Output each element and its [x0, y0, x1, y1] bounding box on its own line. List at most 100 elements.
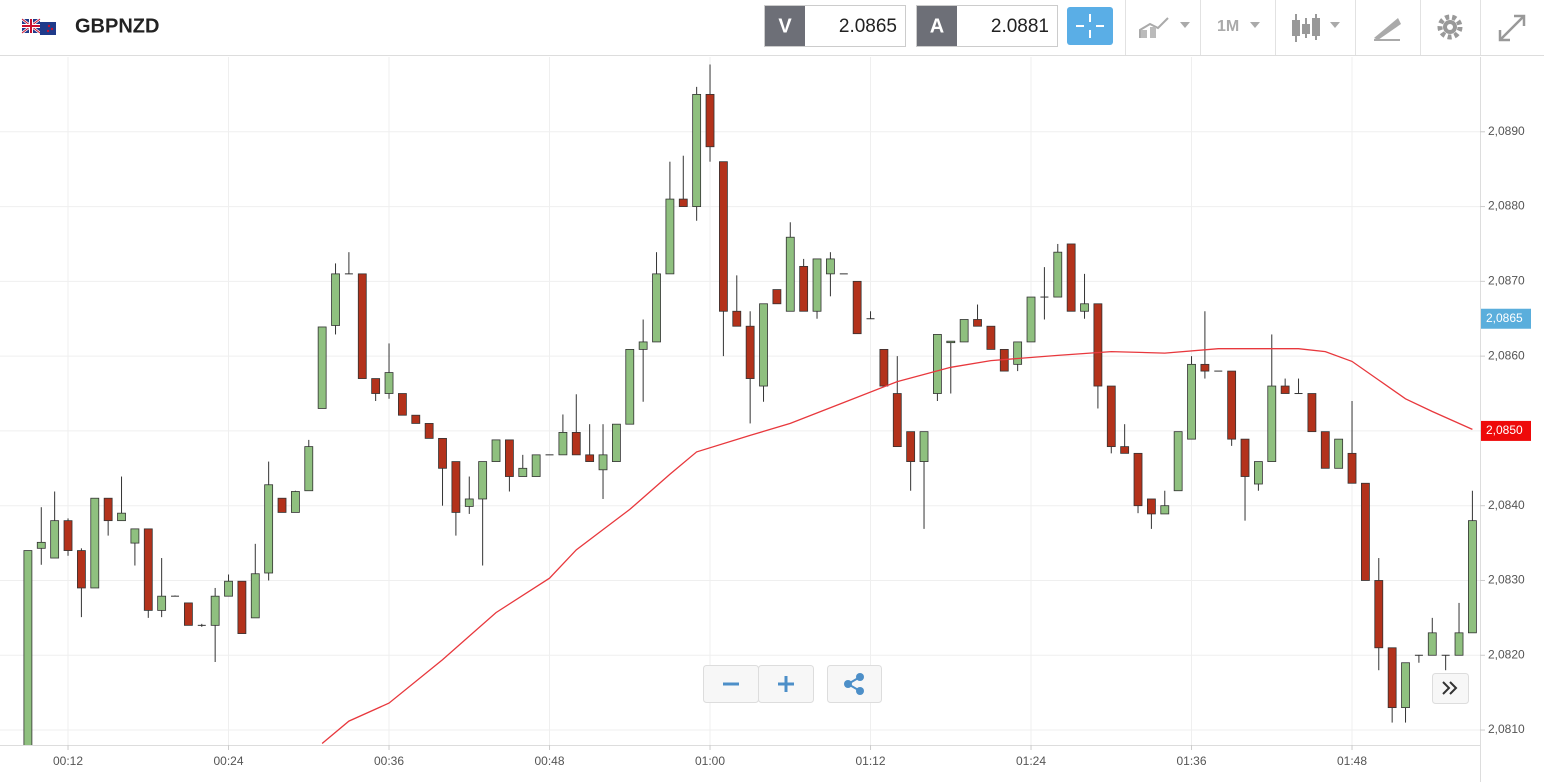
buy-price[interactable]: 2.0881 — [991, 16, 1049, 37]
candle — [1106, 385, 1116, 454]
candle — [117, 476, 126, 522]
candle-body — [719, 161, 728, 312]
scroll-right-button[interactable] — [1432, 673, 1469, 704]
y-tick-label: 2,0820 — [1488, 647, 1525, 661]
candle — [504, 439, 514, 492]
y-tick-label: 2,0840 — [1488, 498, 1525, 512]
candle-body — [478, 461, 488, 500]
candle — [1441, 654, 1450, 671]
candle-body — [1013, 341, 1023, 365]
candle — [90, 497, 100, 589]
candle-style-button[interactable] — [1292, 14, 1340, 42]
candle — [1173, 431, 1183, 492]
candle-body — [1307, 393, 1317, 433]
candle-body — [36, 541, 46, 549]
candle-body — [518, 467, 528, 477]
candle-body — [933, 334, 942, 394]
sell-price[interactable]: 2.0865 — [839, 16, 897, 37]
candle — [1347, 401, 1357, 484]
candle — [1093, 303, 1103, 409]
candle — [438, 437, 447, 506]
candle-body — [1240, 438, 1250, 477]
y-tick-label: 2,0810 — [1488, 722, 1525, 736]
candle-body — [451, 461, 461, 513]
timeframe[interactable]: 1M — [1217, 18, 1239, 35]
plot-area — [23, 64, 1477, 745]
candle-body — [1093, 303, 1103, 387]
candle — [264, 461, 274, 581]
candle — [1387, 647, 1397, 723]
x-tick-label: 01:12 — [856, 754, 886, 768]
candle-body — [331, 273, 340, 326]
candle-body — [1387, 647, 1397, 709]
candle-body — [63, 520, 73, 551]
candle-body — [879, 348, 889, 387]
candle-body — [1106, 385, 1116, 448]
candle-body — [264, 484, 274, 574]
candle-body — [397, 393, 407, 416]
candle — [357, 273, 367, 379]
candle — [304, 439, 314, 492]
buy-button[interactable]: A 2.0881 — [916, 5, 1058, 47]
candle-body — [438, 437, 447, 469]
candle-body — [157, 595, 167, 611]
candle-body — [812, 258, 822, 312]
drawing-tool-button[interactable] — [1374, 18, 1401, 41]
candle-body — [1026, 296, 1036, 343]
crosshair-icon — [1076, 14, 1104, 38]
candle — [785, 222, 795, 312]
candle — [1240, 438, 1250, 521]
candle — [1427, 617, 1437, 656]
buy-label[interactable]: A — [930, 15, 944, 37]
candle — [1080, 273, 1089, 319]
candle — [197, 623, 206, 627]
x-tick-label: 01:24 — [1016, 754, 1046, 768]
candle — [397, 393, 407, 416]
share-button[interactable] — [827, 665, 882, 703]
candle — [678, 155, 688, 207]
candle — [130, 528, 140, 566]
candle-body — [277, 497, 287, 513]
x-tick-label: 01:00 — [695, 754, 725, 768]
candle — [1414, 654, 1423, 663]
candle — [237, 580, 247, 634]
sell-label[interactable]: V — [778, 15, 792, 37]
candle — [705, 64, 715, 162]
candle — [1374, 558, 1384, 671]
crosshair-bg[interactable] — [1067, 7, 1113, 45]
candle-body — [678, 198, 688, 207]
price-tag — [1481, 308, 1531, 329]
candle-body — [892, 393, 902, 448]
candle — [1053, 243, 1063, 298]
candle-body — [1374, 580, 1384, 649]
sell-button[interactable]: V 2.0865 — [764, 5, 906, 47]
symbol: GBPNZD — [75, 15, 159, 37]
candle-body — [143, 528, 153, 611]
crosshair-button[interactable] — [1067, 7, 1113, 45]
candle-body — [357, 273, 367, 379]
candle — [531, 454, 541, 477]
candle — [598, 424, 608, 499]
candle — [1280, 378, 1290, 394]
candle — [933, 334, 942, 401]
zoom-in-button[interactable] — [758, 665, 814, 703]
candle — [1200, 311, 1210, 379]
sell-label-box[interactable] — [765, 6, 805, 46]
x-tick-label: 00:36 — [374, 754, 404, 768]
candle — [491, 439, 501, 462]
candle — [732, 275, 742, 327]
zoom-out-button[interactable] — [703, 665, 759, 703]
settings-button[interactable] — [1437, 14, 1463, 40]
buy-label-box[interactable] — [917, 6, 957, 46]
candle-body — [1280, 385, 1290, 394]
candle-body — [585, 454, 595, 462]
timeframe-button[interactable]: 1M — [1217, 18, 1260, 35]
chart-type-button[interactable] — [1139, 17, 1190, 38]
candle — [77, 548, 86, 618]
candle-body — [411, 414, 421, 424]
candle — [143, 528, 153, 618]
candle-body — [1454, 632, 1464, 656]
fullscreen-button[interactable] — [1498, 14, 1526, 42]
